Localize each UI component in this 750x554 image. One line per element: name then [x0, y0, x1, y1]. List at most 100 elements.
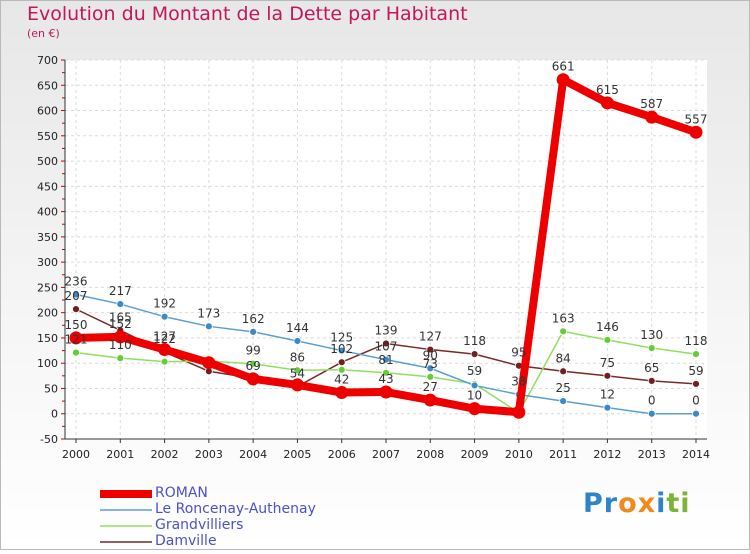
data-label-grandvilliers: 146: [596, 320, 619, 334]
y-tick-label: 150: [37, 332, 58, 345]
point-roman: [158, 343, 172, 357]
point-le-roncenay-authenay: [160, 312, 169, 321]
data-label-roman: 152: [109, 317, 132, 331]
point-roman: [423, 393, 437, 407]
data-label-le-roncenay-authenay: 125: [330, 331, 353, 345]
legend-item-grandvilliers: Grandvilliers: [100, 517, 400, 534]
point-le-roncenay-authenay: [116, 300, 125, 308]
y-tick-label: 600: [37, 105, 58, 118]
data-label-roman: 150: [65, 318, 88, 332]
point-damville: [337, 358, 346, 367]
point-roman: [468, 402, 482, 416]
legend-label-damville: Damville: [155, 533, 217, 549]
data-label-le-roncenay-authenay: 0: [692, 394, 700, 408]
point-roman: [689, 125, 703, 139]
point-roman: [335, 386, 349, 400]
data-label-damville: 207: [65, 289, 88, 303]
x-tick-label: 2001: [106, 448, 134, 461]
data-label-roman: 587: [640, 97, 663, 111]
data-label-damville: 122: [153, 332, 176, 346]
x-tick-label: 2009: [461, 448, 489, 461]
legend-item-roman: ROMAN: [100, 485, 400, 502]
logo-letter: o: [618, 488, 638, 519]
point-le-roncenay-authenay: [204, 322, 213, 331]
data-label-roman: 27: [423, 380, 438, 394]
data-label-damville: 127: [419, 330, 442, 344]
point-le-roncenay-authenay: [426, 364, 435, 373]
logo-letter: r: [603, 488, 619, 519]
data-label-le-roncenay-authenay: 12: [600, 388, 615, 402]
point-roman: [246, 372, 260, 386]
point-le-roncenay-authenay: [337, 346, 346, 355]
x-tick-label: 2012: [593, 448, 621, 461]
x-tick-label: 2007: [372, 448, 400, 461]
data-label-damville: 75: [600, 356, 615, 370]
x-tick-label: 2010: [505, 448, 533, 461]
data-label-roman: 127: [153, 330, 176, 344]
point-le-roncenay-authenay: [470, 381, 479, 390]
point-roman: [113, 330, 127, 344]
axes: -500501001502002503003504004505005506006…: [37, 54, 710, 461]
data-label-grandvilliers: 81: [378, 353, 393, 367]
point-roman: [69, 331, 83, 345]
point-grandvilliers: [647, 344, 656, 352]
x-tick-label: 2000: [62, 448, 90, 461]
x-tick-label: 2014: [682, 448, 710, 461]
point-grandvilliers: [692, 350, 700, 359]
x-tick-label: 2011: [549, 448, 577, 461]
data-label-grandvilliers: 110: [109, 338, 132, 352]
data-label-damville: 84: [556, 351, 571, 365]
point-le-roncenay-authenay: [603, 403, 612, 412]
data-label-damville: 118: [463, 334, 486, 348]
y-tick-label: -50: [40, 433, 58, 446]
logo-letter: i: [680, 488, 691, 519]
data-label-damville: 65: [644, 361, 659, 375]
legend-swatch-damville: [100, 534, 152, 550]
point-damville: [470, 350, 479, 359]
data-label-le-roncenay-authenay: 217: [109, 284, 132, 298]
data-label-damville: 139: [375, 323, 398, 337]
legend-label-grandvilliers: Grandvilliers: [155, 517, 244, 533]
data-label-le-roncenay-authenay: 90: [423, 348, 438, 362]
point-roman: [600, 96, 614, 110]
point-roman: [379, 385, 393, 399]
data-label-grandvilliers: 86: [290, 350, 305, 364]
point-grandvilliers: [293, 366, 302, 375]
proxiti-logo: Proxiti: [583, 488, 691, 519]
logo-letter: i: [656, 488, 667, 519]
point-le-roncenay-authenay: [72, 290, 80, 299]
chart-unit: (en €): [27, 27, 60, 40]
grid: [65, 59, 707, 440]
x-tick-label: 2013: [638, 448, 666, 461]
point-grandvilliers: [337, 365, 346, 374]
data-label-roman: 42: [334, 373, 349, 387]
data-label-grandvilliers: 99: [246, 344, 261, 358]
x-tick-label: 2002: [151, 448, 179, 461]
logo-letter: x: [637, 488, 657, 519]
data-label-roman: 557: [685, 112, 708, 126]
data-label-le-roncenay-authenay: 144: [286, 321, 309, 335]
point-roman: [645, 110, 659, 124]
data-label-damville: 54: [290, 366, 305, 380]
legend-label-roncenay: Le Roncenay-Authenay: [155, 501, 316, 517]
y-tick-label: 550: [37, 130, 58, 143]
point-le-roncenay-authenay: [382, 355, 390, 364]
logo-letter: t: [666, 488, 681, 519]
point-roman: [556, 73, 570, 87]
point-roman: [290, 378, 304, 392]
point-damville: [603, 371, 612, 380]
point-le-roncenay-authenay: [559, 397, 568, 406]
data-label-le-roncenay-authenay: 173: [197, 306, 220, 320]
point-le-roncenay-authenay: [647, 409, 656, 418]
point-le-roncenay-authenay: [249, 327, 258, 336]
data-labels: 150 152 127 69 42 43 27 10 661 615 587 557 236 217 192…: [65, 60, 708, 408]
y-tick-label: 200: [37, 307, 58, 320]
point-le-roncenay-authenay: [692, 409, 700, 418]
y-tick-label: 700: [37, 54, 58, 67]
x-tick-label: 2008: [416, 448, 444, 461]
point-damville: [559, 367, 568, 376]
point-damville: [647, 376, 656, 385]
point-grandvilliers: [249, 359, 258, 368]
data-label-damville: 102: [330, 342, 353, 356]
